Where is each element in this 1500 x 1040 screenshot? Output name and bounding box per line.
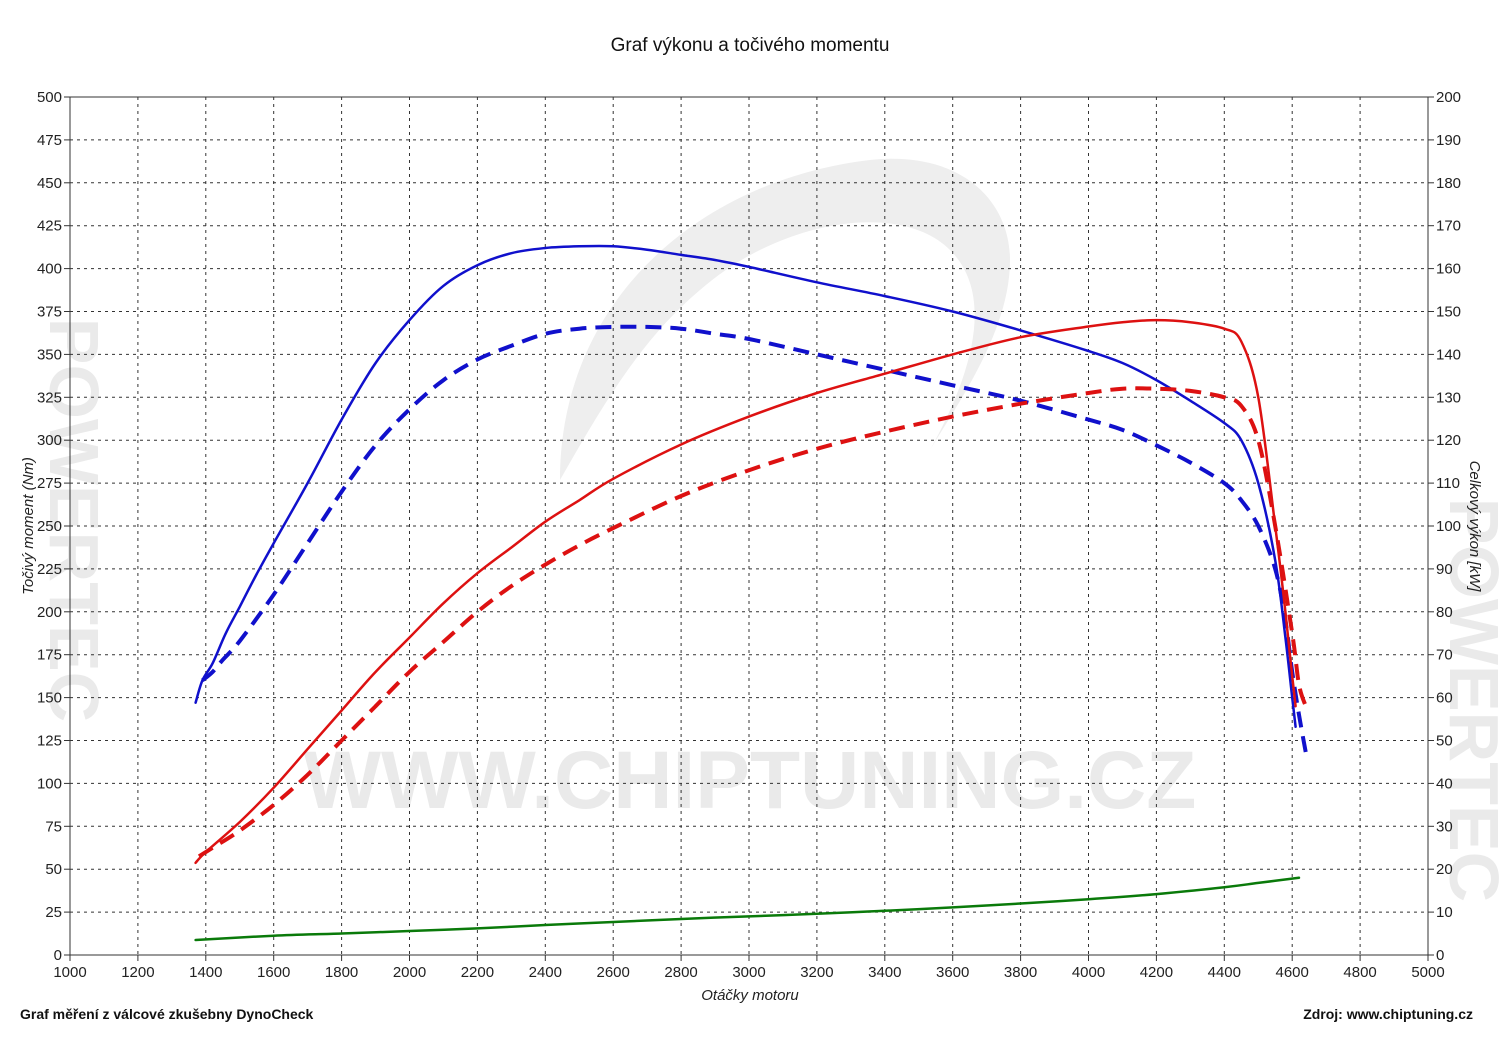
y-right-tick-label: 120 [1436,432,1461,449]
y-left-tick-label: 25 [45,904,62,921]
y-right-tick-label: 150 [1436,304,1461,321]
y-right-tick-label: 30 [1436,818,1453,835]
y-left-tick-label: 325 [37,389,62,406]
x-tick-label: 4800 [1343,964,1376,981]
y-right-tick-label: 10 [1436,904,1453,921]
y-left-tick-label: 500 [37,89,62,106]
y-left-tick-label: 50 [45,861,62,878]
chart-title: Graf výkonu a točivého momentu [611,35,890,56]
y-left-tick-label: 100 [37,775,62,792]
y-right-tick-label: 40 [1436,775,1453,792]
x-axis-label: Otáčky motoru [701,987,799,1004]
x-axis: 1000 1200 1400 1600 1800 2000 2200 2400 2600 2800… [53,955,1445,981]
y-left-tick-label: 300 [37,432,62,449]
x-tick-label: 1400 [189,964,222,981]
y-left-tick-label: 450 [37,175,62,192]
watermark: WWW.CHIPTUNING.CZ POWERTEC POWERTEC [35,158,1500,902]
x-tick-label: 3400 [868,964,901,981]
x-tick-label: 2400 [529,964,562,981]
y-left-tick-label: 75 [45,818,62,835]
y-left-tick-label: 200 [37,604,62,621]
x-tick-label: 1800 [325,964,358,981]
y-right-tick-label: 20 [1436,861,1453,878]
x-tick-label: 2000 [393,964,426,981]
y-left-tick-label: 350 [37,346,62,363]
y-right-tick-label: 170 [1436,218,1461,235]
x-tick-label: 2600 [597,964,630,981]
y-axis-left-label: Točivý moment (Nm) [20,457,37,595]
series-line-4 [194,876,1301,942]
y-right-tick-label: 200 [1436,89,1461,106]
x-tick-label: 2800 [664,964,697,981]
x-tick-label: 1600 [257,964,290,981]
y-axis-left: 0 25 50 75 100 125 150 175 200 225 250 275 300 325 350… [37,89,70,964]
x-tick-label: 5000 [1411,964,1444,981]
y-axis-right: 0 10 20 30 40 50 60 70 80 90 100 110 120 130 140 150 160… [1428,89,1461,964]
series-line-0 [194,244,1297,729]
y-left-tick-label: 475 [37,132,62,149]
y-left-tick-label: 175 [37,647,62,664]
y-right-tick-label: 180 [1436,175,1461,192]
y-left-tick-label: 150 [37,690,62,707]
y-right-tick-label: 60 [1436,690,1453,707]
x-tick-label: 4400 [1208,964,1241,981]
y-right-tick-label: 100 [1436,518,1461,535]
y-left-tick-label: 400 [37,261,62,278]
series-line-2 [194,318,1297,865]
x-tick-label: 4000 [1072,964,1105,981]
watermark-logo-swoosh [560,158,1010,481]
y-right-tick-label: 160 [1436,261,1461,278]
y-right-tick-label: 140 [1436,346,1461,363]
footer-left: Graf měření z válcové zkušebny DynoCheck [20,1006,314,1022]
x-tick-label: 3200 [800,964,833,981]
x-tick-label: 1000 [53,964,86,981]
y-left-tick-label: 125 [37,733,62,750]
y-left-tick-label: 375 [37,304,62,321]
x-tick-label: 2200 [461,964,494,981]
y-left-tick-label: 225 [37,561,62,578]
series-group [194,244,1308,942]
y-right-tick-label: 90 [1436,561,1453,578]
y-right-tick-label: 190 [1436,132,1461,149]
footer-right: Zdroj: www.chiptuning.cz [1303,1006,1473,1022]
watermark-url: WWW.CHIPTUNING.CZ [304,735,1197,826]
y-left-tick-label: 425 [37,218,62,235]
x-tick-label: 4200 [1140,964,1173,981]
y-right-tick-label: 110 [1436,475,1460,492]
y-left-tick-label: 0 [54,947,62,964]
series-line-3 [197,386,1308,859]
y-right-tick-label: 130 [1436,389,1461,406]
y-left-tick-label: 250 [37,518,62,535]
series-line-1 [201,324,1308,753]
y-right-tick-label: 70 [1436,647,1453,664]
watermark-side-right: POWERTEC [1435,498,1500,902]
x-tick-label: 4600 [1276,964,1309,981]
y-right-tick-label: 80 [1436,604,1453,621]
x-tick-label: 3600 [936,964,969,981]
y-right-tick-label: 50 [1436,733,1453,750]
x-tick-label: 3000 [732,964,765,981]
y-axis-right-label: Celkový výkon [kW] [1466,461,1483,593]
x-tick-label: 3800 [1004,964,1037,981]
y-right-tick-label: 0 [1436,947,1444,964]
grid [70,97,1428,955]
y-left-tick-label: 275 [37,475,62,492]
x-tick-label: 1200 [121,964,154,981]
